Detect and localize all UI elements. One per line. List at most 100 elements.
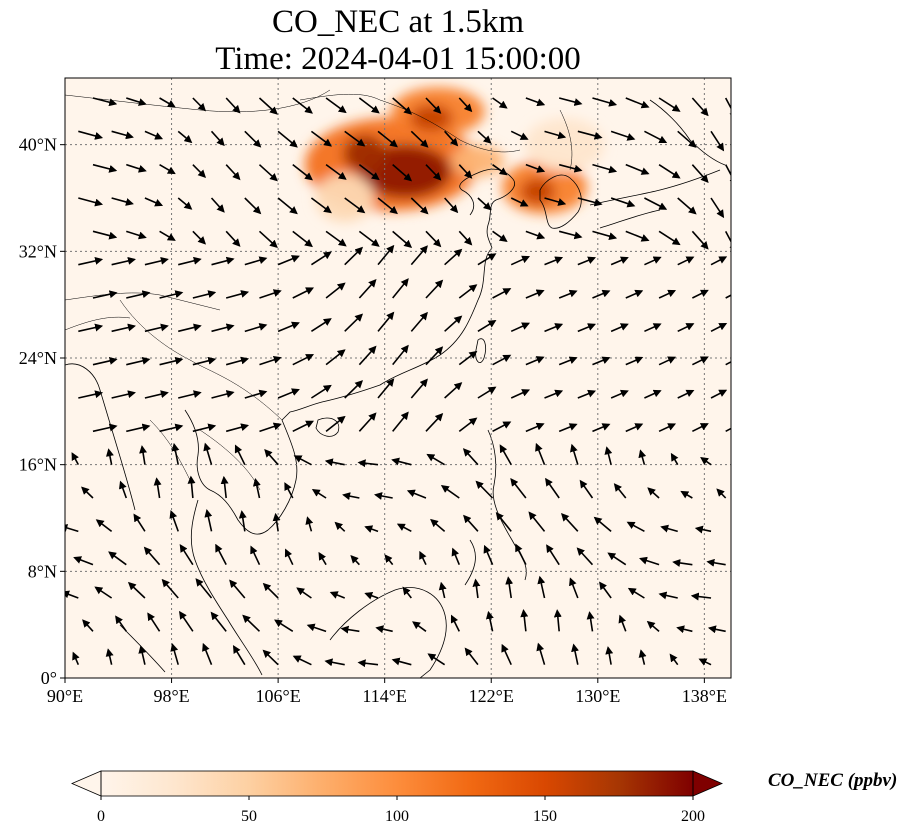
wind-arrow [344, 246, 364, 266]
wind-arrow [244, 256, 268, 266]
wind-arrow [444, 315, 463, 332]
wind-arrow [310, 384, 332, 399]
wind-arrow [292, 655, 312, 666]
wind-arrow [477, 197, 492, 211]
lat-tick-label: 40°N [19, 135, 57, 155]
wind-arrow [625, 230, 650, 242]
wind-arrow [187, 475, 196, 499]
wind-arrow [677, 130, 697, 148]
wind-arrow [329, 591, 346, 599]
wind-arrow [78, 130, 104, 140]
wind-arrow [570, 443, 579, 465]
wind-arrow [244, 323, 268, 333]
wind-arrow [211, 323, 235, 333]
wind-arrow [677, 389, 695, 399]
wind-arrow [344, 197, 366, 214]
wind-arrow [232, 645, 246, 666]
wind-arrow [392, 97, 413, 115]
colorbar: 0 50 100 150 200 [70, 770, 724, 825]
wind-arrow [324, 458, 345, 467]
wind-arrow [252, 478, 261, 499]
wind-arrow [211, 390, 235, 399]
wind-arrow [419, 550, 427, 566]
wind-arrow [492, 97, 508, 109]
wind-arrow [690, 592, 712, 601]
wind-arrow [515, 543, 527, 566]
wind-arrow [472, 578, 481, 599]
wind-arrow [92, 356, 118, 366]
wind-arrow [577, 389, 597, 399]
wind-arrow [658, 163, 681, 179]
wind-arrow [159, 230, 176, 241]
wind-arrow [406, 489, 427, 499]
wind-arrow [377, 197, 398, 215]
wind-arrow [613, 483, 627, 499]
wind-arrow [108, 551, 127, 566]
wind-arrow [658, 97, 681, 112]
wind-arrow [277, 255, 300, 266]
wind-arrow [425, 97, 442, 114]
wind-arrow [725, 360, 731, 366]
wind-arrow [111, 256, 136, 266]
wind-arrow [192, 423, 217, 433]
wind-arrow [425, 230, 442, 248]
wind-arrow [159, 163, 176, 175]
wind-arrow [646, 620, 660, 632]
co-plume [451, 144, 505, 177]
lon-tick-label: 98°E [153, 686, 189, 706]
wind-arrow [81, 486, 94, 499]
wind-arrow [412, 621, 427, 632]
co-plume [343, 135, 387, 173]
wind-arrow [558, 356, 578, 366]
wind-arrow [525, 356, 545, 366]
wind-arrow [510, 130, 529, 140]
wind-arrow [610, 197, 636, 208]
wind-arrow [586, 611, 595, 632]
wind-arrow [638, 449, 647, 465]
wind-arrow [78, 256, 104, 266]
wind-arrow [558, 289, 578, 299]
wind-arrow [78, 197, 104, 207]
wind-arrow [510, 389, 531, 399]
wind-arrow [706, 558, 726, 567]
wind-arrow [178, 390, 202, 399]
wind-arrow [670, 452, 679, 466]
wind-arrow [264, 448, 279, 466]
wind-arrow [610, 323, 629, 333]
wind-arrow [458, 97, 473, 113]
wind-arrow [159, 356, 184, 366]
wind-arrow [311, 488, 327, 499]
wind-arrow [144, 197, 164, 207]
wind-arrow [258, 164, 278, 182]
wind-arrow [492, 230, 508, 243]
wind-arrow [225, 230, 241, 247]
wind-arrow [277, 130, 298, 148]
wind-arrow [577, 197, 603, 207]
wind-arrow [324, 658, 345, 667]
lon-tick-label: 90°E [47, 686, 83, 706]
wind-arrow [342, 492, 360, 501]
wind-arrow [211, 256, 235, 266]
wind-arrow [258, 230, 278, 249]
wind-arrow [161, 578, 179, 599]
colorbar-tick-label: 200 [681, 808, 705, 825]
wind-arrow [440, 485, 460, 499]
wind-arrow [259, 289, 282, 299]
wind-arrow [192, 164, 207, 179]
wind-arrow [410, 245, 428, 266]
wind-arrow [535, 442, 546, 465]
lon-tick-label: 122°E [469, 686, 514, 706]
wind-arrow [65, 524, 79, 533]
lon-tick-label: 106°E [256, 686, 301, 706]
wind-arrow [111, 390, 136, 399]
wind-arrow [92, 163, 118, 173]
wind-arrow [546, 544, 560, 566]
wind-arrow [525, 97, 546, 107]
wind-arrow [444, 197, 459, 214]
wind-arrow [225, 164, 241, 181]
wind-arrow [592, 97, 618, 107]
wind-arrow [229, 579, 246, 599]
wind-arrow [592, 289, 611, 299]
wind-arrow [244, 197, 262, 215]
wind-arrow [451, 547, 461, 565]
